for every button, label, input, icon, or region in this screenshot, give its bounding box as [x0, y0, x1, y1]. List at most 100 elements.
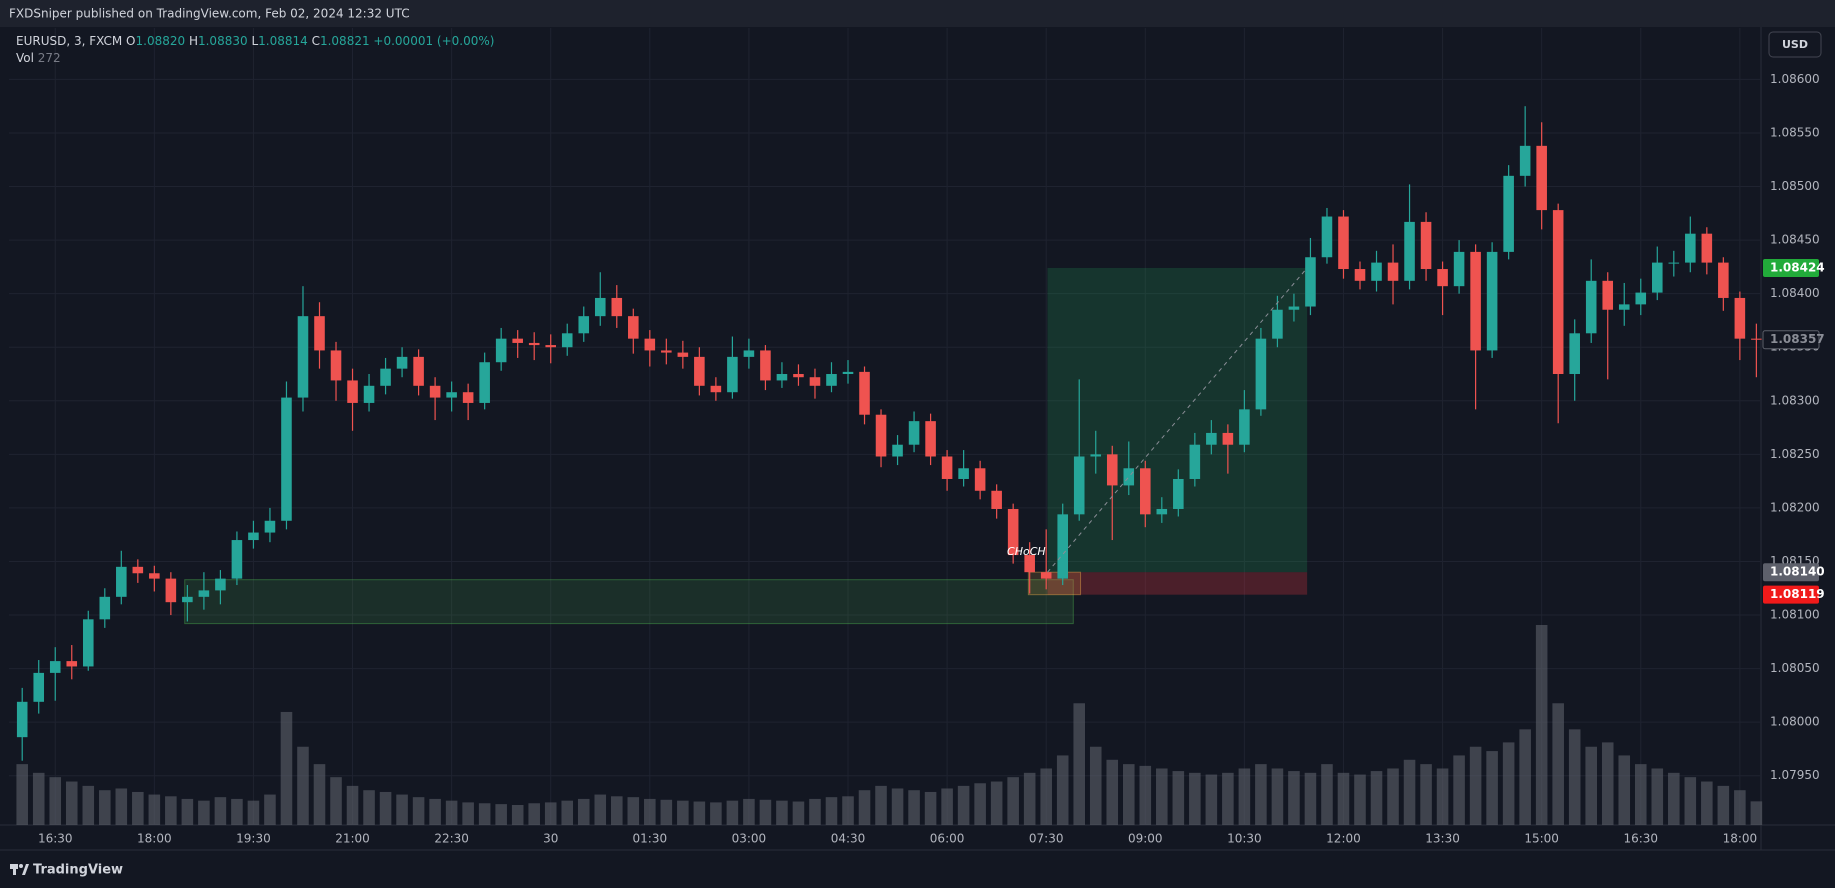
x-tick-label: 16:30 [38, 832, 73, 846]
volume-bar [1321, 764, 1333, 825]
candle-body [628, 316, 639, 339]
candle-body [1040, 572, 1052, 579]
candle-body [16, 701, 28, 738]
y-tick-label: 1.08000 [1770, 715, 1820, 729]
candle-body [677, 352, 689, 357]
volume-bar [1552, 703, 1564, 825]
volume-value: 272 [38, 51, 61, 65]
volume-bar [280, 711, 293, 825]
plot-layer: 1.08600 1.08550 1.08500 1.08450 1.08400 1.083… [9, 28, 1825, 846]
candle-body [297, 316, 309, 398]
legend-symbol: EURUSD, 3, FXCM [16, 34, 122, 48]
candle-body [1239, 409, 1250, 445]
candle-body [33, 672, 45, 702]
price-tag [1763, 563, 1819, 582]
candle-body [528, 342, 540, 346]
y-tick-label: 1.08100 [1770, 608, 1820, 622]
candle-body [1552, 210, 1564, 375]
candle-body [1255, 338, 1267, 410]
candle-body [1420, 221, 1432, 270]
volume-bar [198, 800, 210, 825]
volume-bar [231, 798, 243, 825]
volume-bar [693, 801, 706, 825]
candle-body [611, 297, 623, 317]
volume-bar [759, 799, 772, 825]
candle-body [1734, 297, 1746, 339]
candle-body [1618, 304, 1630, 310]
y-tick-label: 1.08550 [1770, 125, 1820, 139]
legend-h-label: H [189, 34, 198, 48]
candle-body [1718, 262, 1729, 298]
volume-bar [1387, 768, 1399, 825]
volume-bar [1304, 772, 1317, 825]
candle-body [545, 345, 557, 348]
volume-bar [1601, 742, 1614, 825]
currency-label[interactable]: USD [1782, 38, 1808, 51]
x-tick-label: 30 [543, 832, 558, 846]
candle-body [413, 356, 424, 386]
currency-button[interactable] [1768, 31, 1822, 58]
candle-body [1123, 468, 1135, 486]
candle-body [99, 596, 111, 620]
legend-o-label: O [126, 34, 135, 48]
legend-c: 1.08821 [320, 34, 370, 48]
candle-body [1569, 333, 1580, 375]
x-tick-label: 19:30 [236, 832, 271, 846]
volume-bar [842, 796, 854, 825]
candle-body [908, 421, 920, 445]
candle-body [1222, 432, 1234, 445]
volume-bar [1420, 764, 1432, 825]
x-tick-label: 15:00 [1524, 832, 1559, 846]
legend-l-label: L [251, 34, 258, 48]
candle-body [1668, 262, 1680, 264]
candle-body [1602, 280, 1614, 310]
candle-body [446, 392, 457, 398]
volume-bar [1122, 764, 1135, 825]
candle-body [594, 297, 606, 317]
volume-bar [99, 790, 111, 825]
candle-body [330, 350, 342, 381]
volume-bar [941, 788, 953, 825]
volume-bar [478, 803, 491, 825]
volume-bar [1007, 777, 1019, 825]
volume-bar [1403, 759, 1416, 825]
candle-body [1156, 508, 1168, 515]
volume-bar [1238, 768, 1251, 825]
x-tick-label: 06:00 [930, 832, 965, 846]
y-tick-label: 1.08300 [1770, 393, 1820, 407]
candle-body [1751, 338, 1762, 340]
candle-body [1651, 262, 1663, 293]
candle-body [958, 468, 969, 479]
volume-bar [792, 801, 805, 825]
volume-bar [561, 800, 574, 825]
price-tag [1762, 330, 1820, 350]
volume-bar [1073, 703, 1086, 825]
volume-bar [495, 804, 507, 825]
legend-h: 1.08830 [198, 34, 248, 48]
volume-bar [1634, 764, 1647, 825]
candle-body [231, 540, 243, 579]
candle-body [727, 356, 738, 393]
candle-body [248, 532, 259, 541]
volume-bar [1453, 755, 1465, 825]
legend: EURUSD, 3, FXCM O1.08820 H1.08830 L1.088… [16, 34, 494, 48]
candle-body [1090, 454, 1102, 457]
candle-body [198, 590, 210, 597]
stop-area [1047, 572, 1308, 595]
candle-body [760, 350, 771, 381]
volume-bar [1370, 771, 1383, 825]
candle-body [1685, 233, 1696, 263]
candle-body [314, 316, 325, 351]
candle-body [925, 421, 936, 457]
y-tick-label: 1.08450 [1770, 233, 1820, 247]
volume-bar [379, 791, 392, 825]
volume-bar [544, 802, 557, 825]
price-tag-label: 1.08357 [1770, 332, 1825, 346]
candle-body [1140, 468, 1151, 515]
y-tick-label: 1.08600 [1770, 72, 1820, 86]
x-tick-label: 21:00 [335, 832, 370, 846]
volume-bar [214, 797, 227, 825]
volume-bar [1701, 781, 1713, 825]
volume-bar [825, 797, 838, 825]
price-tag-label: 1.08119 [1770, 587, 1825, 601]
